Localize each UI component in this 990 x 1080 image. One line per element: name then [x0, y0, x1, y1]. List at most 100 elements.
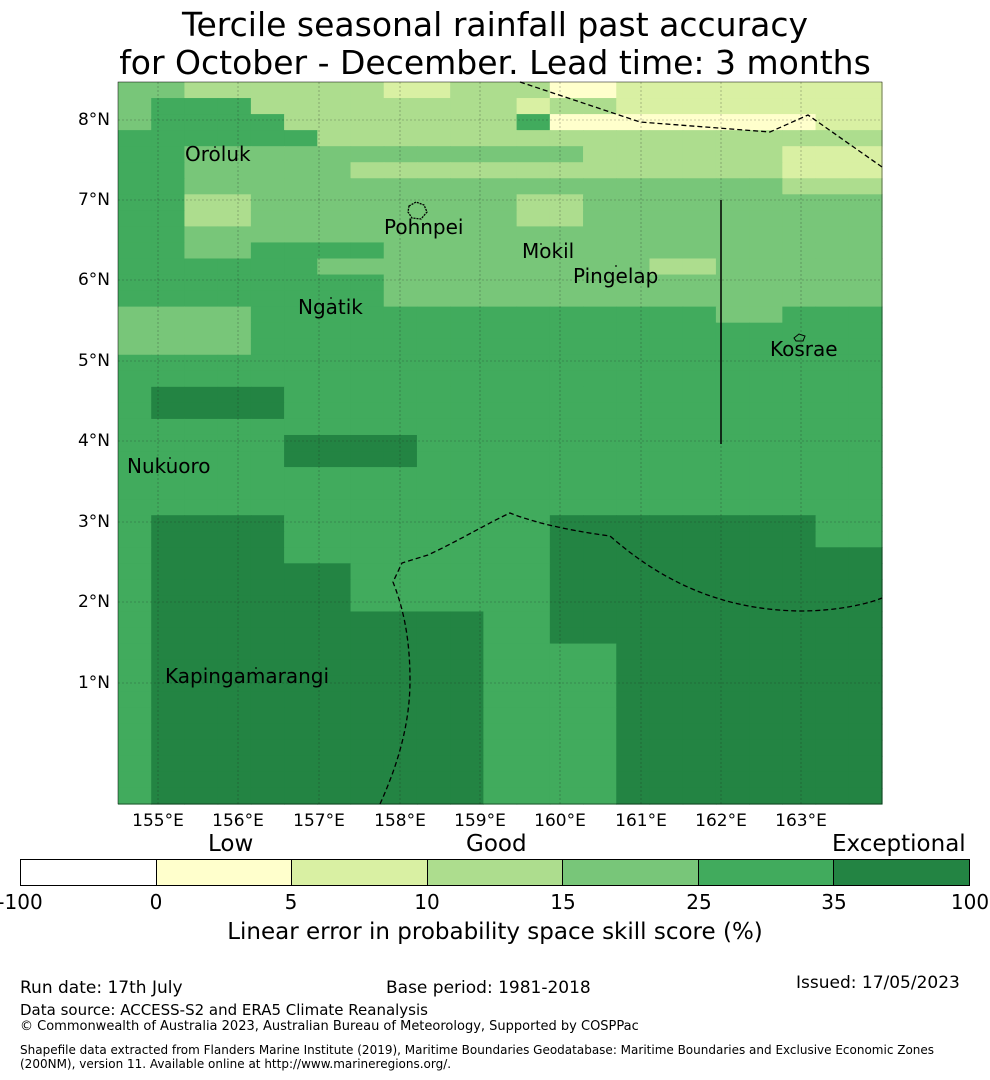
skill-cell: [450, 130, 484, 147]
skill-cell: [516, 354, 551, 372]
skill-cell: [483, 483, 518, 500]
skill-cell: [184, 499, 219, 516]
skill-cell: [483, 675, 518, 693]
skill-cell: [749, 707, 783, 725]
skill-cell: [284, 258, 318, 276]
skill-cell: [682, 611, 717, 629]
skill-cell: [516, 130, 551, 147]
skill-cell: [250, 402, 285, 420]
skill-cell: [450, 338, 484, 356]
skill-cell: [184, 178, 219, 195]
skill-cell: [317, 210, 352, 227]
skill-cell: [815, 82, 850, 99]
skill-cell: [217, 595, 252, 613]
skill-cell: [350, 611, 385, 629]
skill-cell: [383, 595, 418, 613]
skill-cell: [749, 499, 783, 516]
skill-cell: [217, 370, 252, 388]
skill-cell: [749, 643, 783, 661]
skill-cell: [782, 178, 817, 195]
skill-cell: [151, 675, 186, 693]
skill-cell: [118, 322, 152, 340]
skill-cell: [483, 434, 518, 452]
skill-cell: [682, 627, 717, 645]
skill-cell: [682, 370, 717, 388]
skill-cell: [616, 322, 651, 340]
skill-cell: [184, 515, 219, 532]
skill-cell: [715, 178, 750, 195]
skill-cell: [450, 611, 484, 629]
skill-cell: [848, 434, 883, 452]
skill-cell: [250, 467, 285, 484]
skill-cell: [715, 531, 750, 548]
skill-cell: [782, 290, 817, 308]
skill-cell: [848, 386, 883, 404]
skill-cell: [450, 226, 484, 244]
skill-cell: [217, 402, 252, 420]
skill-cell: [250, 675, 285, 693]
skill-cell: [715, 579, 750, 597]
skill-cell: [715, 82, 750, 99]
lat-label-5n: 5°N: [77, 351, 110, 371]
skill-cell: [749, 563, 783, 580]
skill-cell: [450, 114, 484, 131]
skill-cell: [184, 451, 219, 468]
skill-cell: [350, 739, 385, 757]
skill-cell: [416, 162, 451, 179]
skill-cell: [649, 434, 684, 452]
skill-cell: [749, 338, 783, 356]
skill-cell: [284, 354, 318, 372]
skill-cell: [118, 354, 152, 372]
place-label-pohnpei: Pohnpei: [384, 215, 464, 239]
skill-cell: [151, 531, 186, 548]
skill-cell: [217, 675, 252, 693]
colorbar-tick-label: 35: [821, 890, 847, 914]
skill-cell: [749, 787, 783, 805]
skill-cell: [848, 82, 883, 99]
skill-cell: [815, 194, 850, 211]
skill-cell: [383, 723, 418, 741]
skill-cell: [649, 739, 684, 757]
skill-cell: [184, 354, 219, 372]
skill-cell: [317, 274, 352, 292]
skill-cell: [383, 787, 418, 805]
skill-cell: [151, 274, 186, 292]
skill-cell: [151, 258, 186, 276]
skill-cell: [450, 178, 484, 195]
skill-cell: [118, 755, 152, 773]
skill-cell: [184, 242, 219, 260]
skill-cell: [682, 82, 717, 99]
skill-cell: [848, 739, 883, 757]
skill-cell: [616, 82, 651, 99]
skill-cell: [815, 130, 850, 147]
skill-cell: [815, 242, 850, 260]
skill-cell: [649, 499, 684, 516]
skill-cell: [383, 675, 418, 693]
skill-cell: [483, 707, 518, 725]
skill-cell: [350, 675, 385, 693]
skill-cell: [749, 627, 783, 645]
skill-cell: [250, 258, 285, 276]
skill-cell: [583, 162, 617, 179]
skill-cell: [284, 643, 318, 661]
skill-cell: [416, 531, 451, 548]
skill-cell: [649, 194, 684, 211]
skill-cell: [217, 691, 252, 709]
skill-cell: [383, 755, 418, 773]
skill-cell: [616, 755, 651, 773]
skill-cell: [284, 499, 318, 516]
lat-label-8n: 8°N: [77, 110, 110, 130]
skill-cell: [583, 483, 617, 500]
skill-cell: [317, 755, 352, 773]
skill-cell: [749, 402, 783, 420]
data-source: Data source: ACCESS-S2 and ERA5 Climate …: [20, 1001, 428, 1019]
skill-cell: [749, 242, 783, 260]
skill-cell: [217, 354, 252, 372]
skill-cell: [184, 659, 219, 677]
skill-cell: [217, 338, 252, 356]
skill-cell: [649, 547, 684, 564]
skill-cell: [649, 771, 684, 789]
skill-cell: [284, 274, 318, 292]
skill-cell: [616, 451, 651, 468]
skill-cell: [151, 547, 186, 564]
